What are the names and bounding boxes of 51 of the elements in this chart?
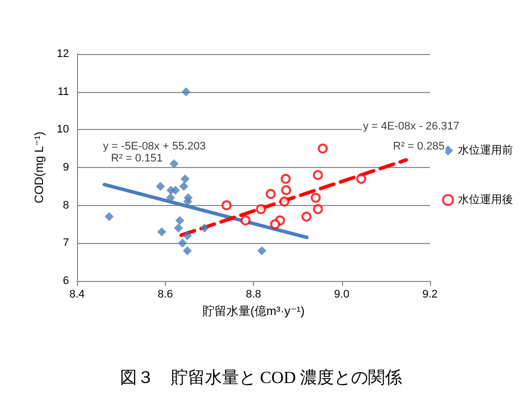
point	[280, 174, 291, 184]
point	[178, 238, 187, 248]
point	[312, 170, 323, 180]
y-tick-label: 9	[62, 162, 69, 174]
x-tick-label: 9.2	[422, 288, 438, 300]
x-tick-label: 9.0	[334, 288, 350, 300]
point	[256, 204, 266, 214]
y-tick-label: 7	[62, 237, 69, 250]
point	[279, 196, 290, 207]
point	[240, 215, 251, 226]
legend-label: 水位運用後	[458, 193, 513, 206]
point	[174, 224, 183, 233]
y-axis-title: COD(mg L⁻¹)	[32, 132, 46, 204]
point	[200, 224, 210, 233]
point	[310, 192, 321, 203]
point	[182, 246, 192, 256]
point	[318, 144, 328, 154]
point	[184, 193, 193, 202]
point	[356, 174, 366, 184]
annotation: y = -5E-08x + 55.203	[103, 140, 206, 152]
y-tick-label: 6	[62, 275, 69, 287]
x-tick-label: 8.6	[158, 288, 173, 300]
y-tick-label: 8	[62, 199, 69, 212]
annotation: y = 4E-08x - 26.317	[363, 120, 460, 132]
x-tick-label: 8.4	[69, 288, 85, 300]
point	[182, 231, 192, 240]
point	[179, 182, 188, 191]
point	[180, 174, 190, 184]
point	[170, 159, 179, 168]
point	[312, 204, 323, 214]
point	[157, 227, 166, 236]
point	[281, 185, 292, 196]
text: 図３ 貯留水量と COD 濃度との関係	[120, 368, 402, 387]
point	[175, 216, 184, 225]
y-tick-label: 10	[56, 124, 69, 136]
point	[266, 188, 276, 199]
x-axis-title: 貯留水量(億m³·y⁻¹)	[202, 304, 305, 318]
point	[301, 212, 312, 222]
y-tick-label: 11	[58, 86, 69, 98]
y-tick-label: 12	[56, 48, 69, 60]
point	[104, 212, 114, 222]
annotation: R² = 0.285	[393, 140, 445, 152]
point	[181, 87, 190, 96]
annotation: R² = 0.151	[111, 152, 163, 164]
point	[257, 246, 266, 256]
x-tick-label: 8.8	[246, 288, 262, 300]
point	[156, 182, 165, 191]
point	[170, 186, 180, 195]
point	[270, 219, 280, 230]
point	[222, 200, 232, 210]
legend-label: 水位運用前	[458, 144, 513, 156]
